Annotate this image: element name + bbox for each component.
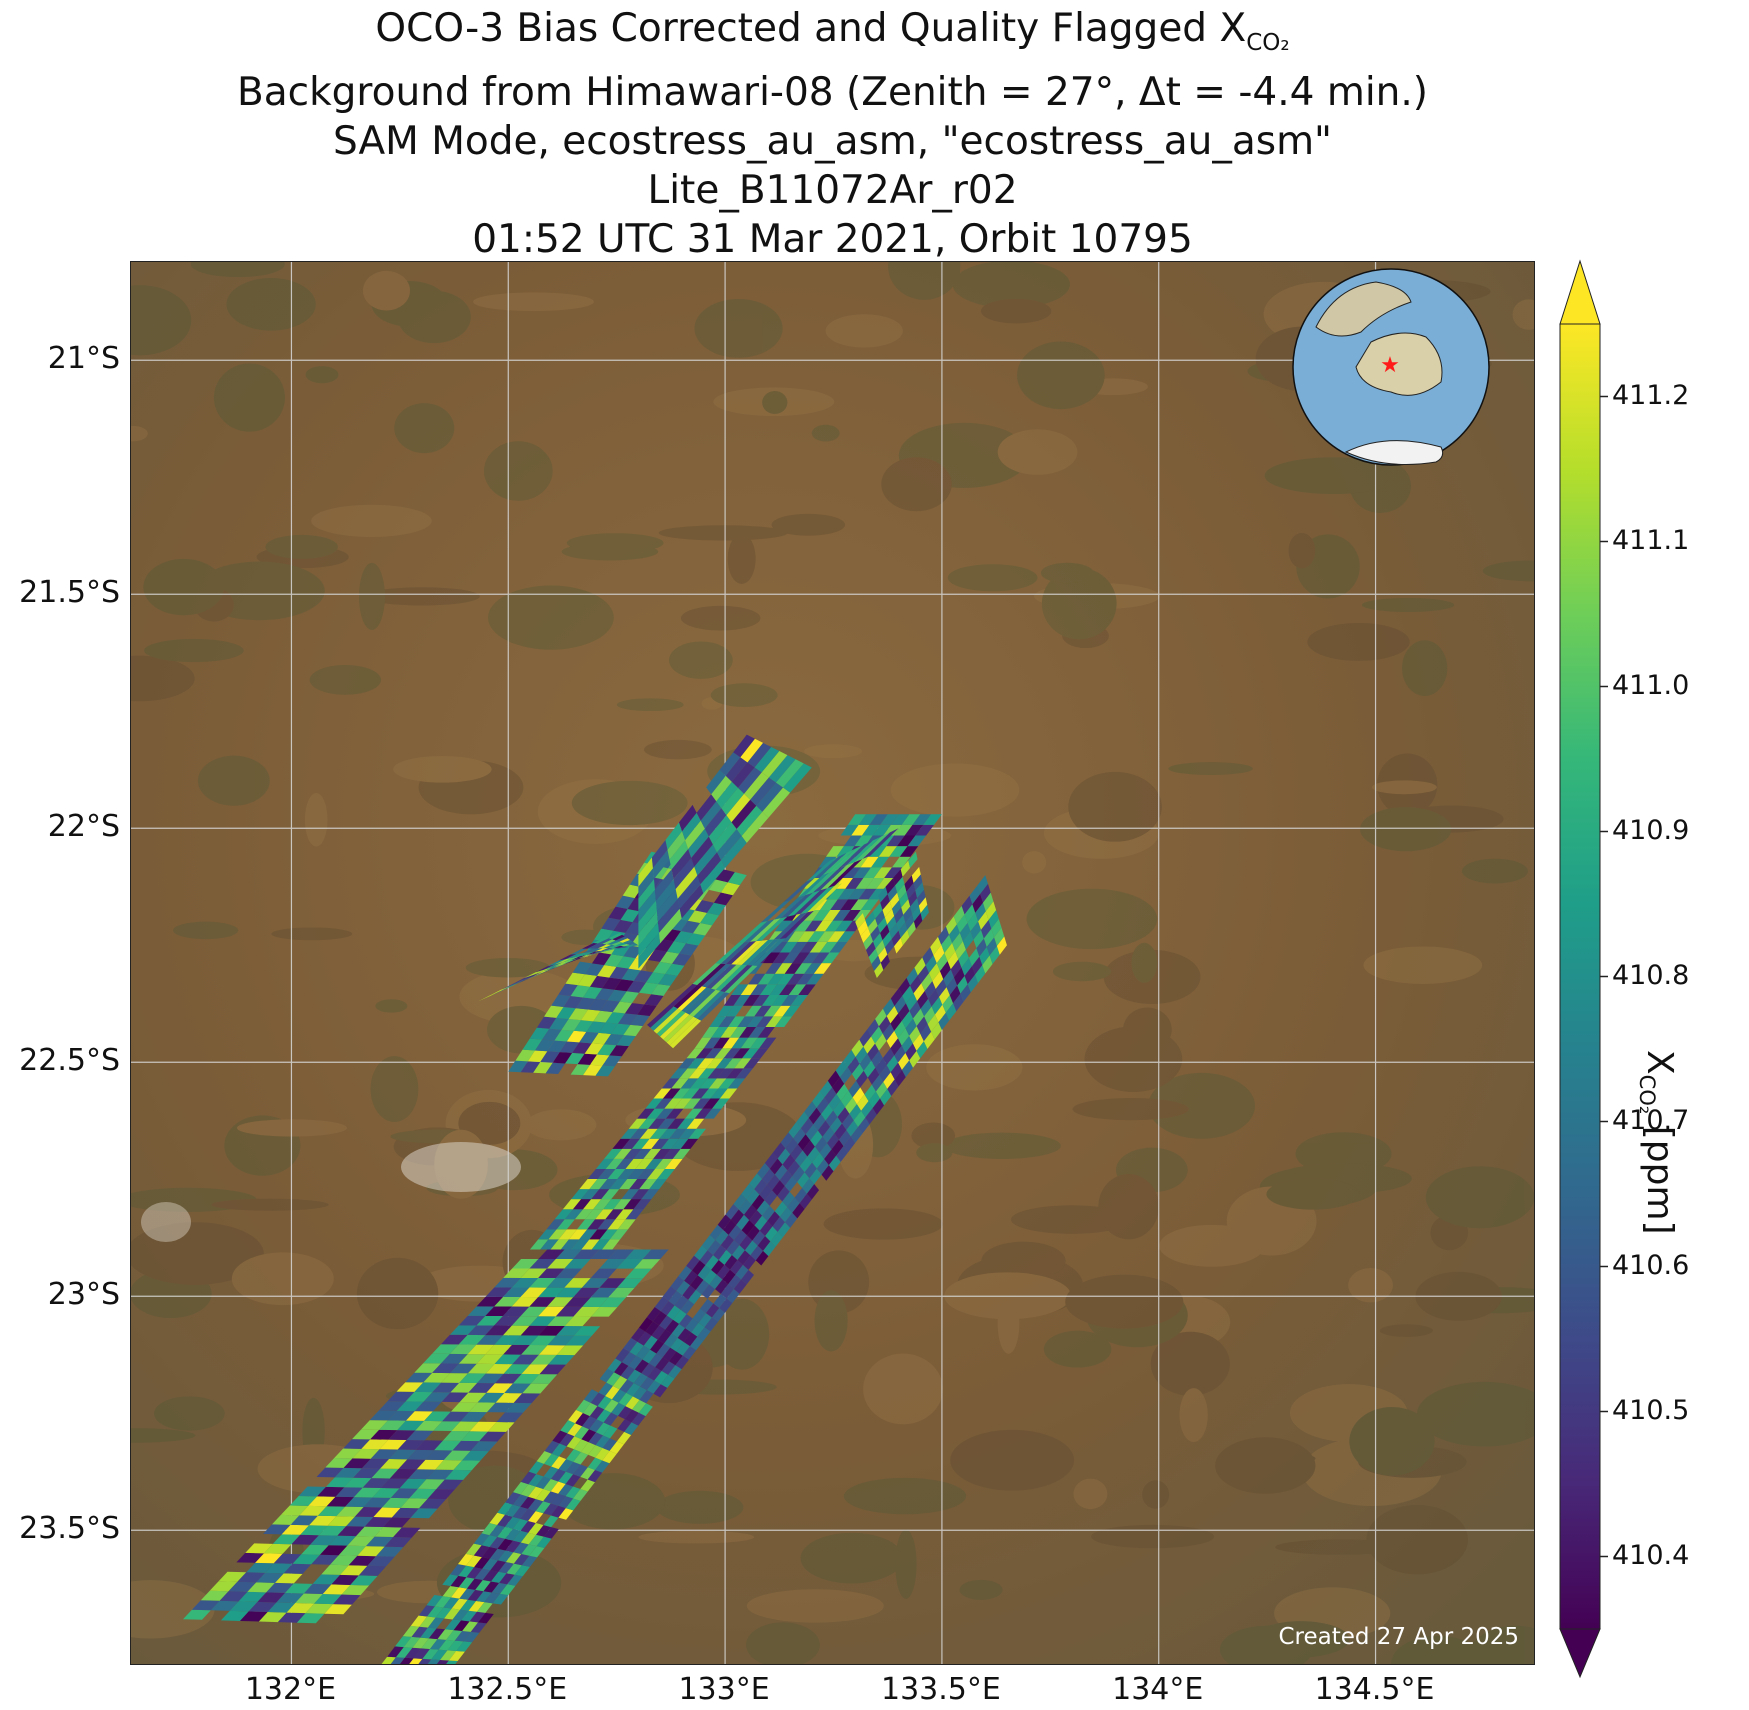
chart-title: OCO-3 Bias Corrected and Quality Flagged…	[130, 4, 1535, 264]
swath-4	[381, 875, 1007, 1664]
lat-tick-label: 21.5°S	[19, 575, 120, 611]
lat-tick-label: 22.5°S	[19, 1043, 120, 1079]
colorbar-tick-label: 410.4	[1612, 1539, 1690, 1571]
lon-tick-label: 134.5°E	[1314, 1672, 1435, 1707]
lon-tick-label: 132.5°E	[447, 1672, 568, 1707]
colorbar-body	[1560, 324, 1600, 1629]
antarctica-shape	[1344, 440, 1444, 465]
colorbar-title: XCO₂ [ppm]	[1634, 1050, 1680, 1235]
title-line-4: Lite_B11072Ar_r02	[647, 167, 1018, 213]
lon-tick-label: 134°E	[1112, 1672, 1204, 1707]
colorbar	[1559, 259, 1608, 1679]
colorbar-tick-label: 411.0	[1612, 669, 1690, 701]
colorbar-tick-label: 411.1	[1612, 524, 1690, 556]
title-line-2: Background from Himawari-08 (Zenith = 27…	[236, 69, 1428, 115]
map-panel: ★ Created 27 Apr 2025	[130, 261, 1535, 1665]
colorbar-tick-label: 410.7	[1612, 1104, 1690, 1136]
map-canvas: ★	[131, 262, 1534, 1664]
colorbar-tick-label: 410.5	[1612, 1394, 1690, 1426]
title-line-1: OCO-3 Bias Corrected and Quality Flagged…	[375, 6, 1290, 56]
swath-5	[647, 828, 899, 1049]
colorbar-extend-max	[1559, 259, 1601, 325]
lat-tick-label: 22°S	[47, 809, 120, 845]
australia-shape	[1355, 332, 1443, 396]
lat-tick-label: 21°S	[47, 341, 120, 377]
salt-patch	[401, 1142, 521, 1192]
swath-2	[529, 1048, 769, 1250]
title-line-3: SAM Mode, ecostress_au_asm, "ecostress_a…	[332, 118, 1332, 164]
swath-9	[855, 851, 929, 979]
lat-tick-label: 23°S	[47, 1277, 120, 1313]
colorbar-tick-label: 410.8	[1612, 959, 1690, 991]
colorbar-tick-label: 410.9	[1612, 814, 1690, 846]
star-marker: ★	[1380, 353, 1400, 378]
colorbar-tick-label: 411.2	[1612, 379, 1690, 411]
colorbar-extend-min	[1559, 1628, 1601, 1679]
globe-icon: ★	[1292, 268, 1490, 466]
created-date: Created 27 Apr 2025	[1278, 1624, 1519, 1650]
lon-tick-label: 132°E	[244, 1672, 337, 1707]
colorbar-tick-label: 410.6	[1612, 1249, 1690, 1281]
title-line-5: 01:52 UTC 31 Mar 2021, Orbit 10795	[472, 216, 1193, 262]
swath-7	[477, 932, 639, 1002]
lon-tick-label: 133°E	[678, 1672, 770, 1707]
xco2-swaths	[183, 734, 1007, 1664]
salt-patch	[141, 1202, 191, 1242]
asia-shape	[1315, 281, 1412, 337]
lat-tick-label: 23.5°S	[19, 1511, 120, 1547]
swath-8	[638, 734, 812, 969]
swath-1	[183, 1249, 669, 1624]
lon-tick-label: 133.5°E	[880, 1672, 1001, 1707]
